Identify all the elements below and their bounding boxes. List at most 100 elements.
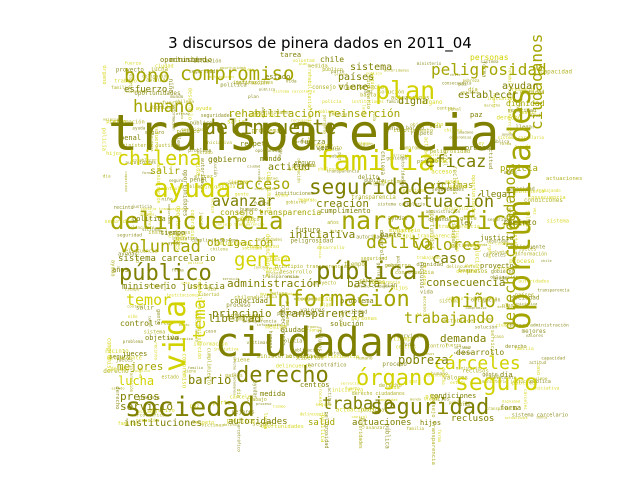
cloud-word-proceso: proceso <box>465 144 495 152</box>
cloud-word-ayudar: ayudar <box>502 81 538 92</box>
filler-word: actuaciones <box>336 407 375 413</box>
filler-word: transparencia <box>242 319 277 325</box>
cloud-word-ministerio: ministerio <box>170 56 212 64</box>
filler-word: salir <box>227 118 245 125</box>
cloud-word-cumplimiento: cumplimiento <box>320 207 371 215</box>
cloud-word-paz: paz <box>470 111 483 119</box>
filler-word: mundo <box>410 397 421 401</box>
filler-word: penal <box>190 177 207 183</box>
filler-word: objetivo <box>502 222 529 228</box>
filler-word: delincuencia <box>264 234 271 278</box>
filler-word: viene <box>535 376 548 382</box>
filler-word: servicio <box>454 351 471 355</box>
filler-word: autoridades <box>199 158 205 193</box>
filler-word: derecho <box>295 140 311 144</box>
filler-word: iniciativa <box>214 347 239 352</box>
filler-word: plan <box>248 94 259 100</box>
filler-word: gobierno <box>385 263 412 269</box>
filler-word: autoridades <box>356 234 388 240</box>
filler-word: control <box>127 304 143 309</box>
filler-word: política <box>319 145 340 152</box>
filler-word: público <box>190 120 213 127</box>
filler-word: público <box>135 369 150 373</box>
filler-word: compromiso <box>247 244 279 250</box>
filler-word: niño <box>167 79 174 94</box>
filler-word: proceso <box>382 362 407 368</box>
filler-word: iniciativa <box>332 387 363 393</box>
filler-word: dignidad <box>520 89 545 95</box>
filler-word: iniciativa <box>204 140 232 146</box>
filler-word: narcotráfico <box>193 311 200 342</box>
filler-word: avanzar <box>146 78 169 84</box>
cloud-word-solución: solución <box>330 320 364 328</box>
cloud-word-administración: administración <box>227 277 320 290</box>
filler-word: día <box>247 218 256 225</box>
filler-word: ley <box>236 211 247 217</box>
cloud-word-actuación: actuación <box>402 192 494 212</box>
filler-word: actuación <box>423 137 430 166</box>
filler-word: consejo transparencia <box>430 394 436 465</box>
filler-word: órgano <box>422 99 443 106</box>
filler-word: plan <box>320 303 332 309</box>
filler-word: llegar <box>464 243 483 249</box>
filler-word: salir <box>521 110 537 116</box>
filler-word: tarea <box>528 90 544 96</box>
filler-word: problema <box>251 128 280 134</box>
filler-word: instituciones <box>148 230 190 236</box>
filler-word: control <box>190 284 211 290</box>
cloud-word-sistema-carcelario: sistema carcelario <box>118 254 216 264</box>
cloud-word-chilena: chilena <box>117 146 201 170</box>
filler-word: estado <box>112 387 125 391</box>
filler-word: capacidad <box>507 187 535 193</box>
filler-word: futuro <box>148 211 153 226</box>
filler-word: eficaz <box>168 233 186 239</box>
filler-word: autoridades <box>399 156 405 187</box>
filler-word: valores <box>526 333 544 338</box>
filler-word: justicia <box>360 407 384 413</box>
cloud-word-oportunidades: oportunidades <box>502 87 538 330</box>
filler-word: objetivo <box>148 408 175 414</box>
filler-word: recinto <box>153 342 159 361</box>
cloud-word-ciudadanos: ciudadanos <box>527 34 546 130</box>
filler-word: compromiso <box>181 353 187 388</box>
filler-word: plan <box>465 264 474 268</box>
filler-word: paz <box>458 82 467 87</box>
filler-word: parte <box>261 107 265 118</box>
cloud-word-rehabilitación-reinserción: rehabilitación reinserción <box>228 107 400 120</box>
filler-word: ministerio justicia <box>482 379 532 385</box>
filler-word: pobreza <box>463 78 480 83</box>
filler-word: ayudar <box>118 252 139 258</box>
filler-word: ayudar <box>388 216 409 222</box>
cloud-word-gente: gente <box>234 249 291 271</box>
cloud-word-valores: valores <box>414 235 481 254</box>
filler-word: vez <box>463 345 471 350</box>
filler-word: proceso <box>317 385 322 405</box>
cloud-word-años: años <box>112 266 129 274</box>
cloud-word-barrio: barrio <box>188 373 231 387</box>
filler-word: valores <box>443 375 468 381</box>
filler-word: ministerio justicia <box>122 143 179 149</box>
filler-word: oportunidades <box>253 110 291 116</box>
filler-word: gobierno <box>292 163 314 169</box>
filler-word: día <box>235 389 242 398</box>
filler-word: actuaciones <box>294 297 318 301</box>
filler-word: parte <box>331 69 345 75</box>
filler-word: tarea <box>154 320 170 326</box>
filler-word: policía <box>322 98 342 105</box>
filler-word: penal <box>448 107 462 113</box>
filler-word: política <box>426 153 444 157</box>
cloud-word-libertad: libertad <box>208 312 261 325</box>
filler-word: consejo transparencia <box>312 85 384 91</box>
filler-word: lucha <box>362 104 367 117</box>
filler-word: derecho ciudadanos <box>260 291 302 296</box>
filler-word: plan <box>425 394 439 400</box>
filler-word: ministerio justicia <box>257 354 325 360</box>
filler-word: centros <box>437 105 456 111</box>
cloud-word-eficaz: eficaz <box>425 152 486 172</box>
filler-word: instituciones <box>233 80 274 86</box>
filler-word: acceso <box>211 198 216 213</box>
filler-word: público <box>238 216 260 223</box>
filler-word: vida <box>372 111 377 121</box>
cloud-word-capacidad: capacidad <box>230 297 268 305</box>
filler-word: administración <box>530 321 569 328</box>
